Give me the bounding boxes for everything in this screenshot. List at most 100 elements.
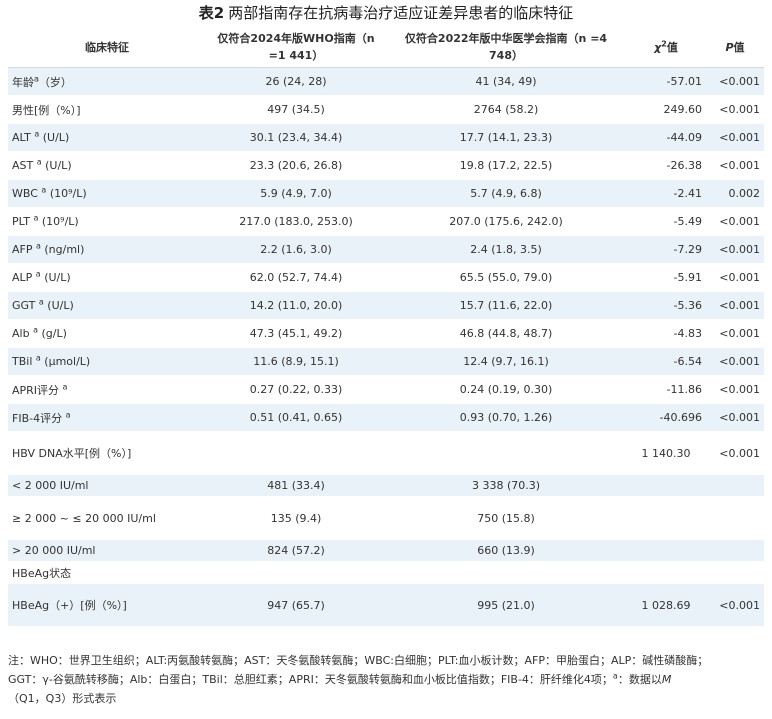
cma-value: 660 (13.9) <box>386 539 626 562</box>
who-value: 0.27 (0.22, 0.33) <box>206 375 386 404</box>
cma-value <box>386 431 626 475</box>
chi-square-value: 249.60 <box>626 95 706 124</box>
cma-value: 3 338 (70.3) <box>386 474 626 497</box>
who-value: 30.1 (23.4, 34.4) <box>206 123 386 152</box>
row-label: PLT a (10⁹/L) <box>8 207 206 236</box>
chi-square-value: -7.29 <box>626 235 706 264</box>
chi-square-value: -6.54 <box>626 347 706 376</box>
p-value: <0.001 <box>706 95 764 124</box>
row-label: ALP a (U/L) <box>8 263 206 292</box>
cma-value <box>386 561 626 584</box>
table-title: 表2 两部指南存在抗病毒治疗适应证差异患者的临床特征 <box>0 2 772 24</box>
clinical-characteristics-table: 临床特征 仅符合2024年版WHO指南（n =1 441） 仅符合2022年版中… <box>8 27 764 627</box>
table-row: HBeAg（+）[例（%）] 947 (65.7) 995 (21.0) 1 028.… <box>8 583 764 627</box>
chi-square-value <box>626 474 706 497</box>
p-value: <0.001 <box>706 67 764 96</box>
row-label: < 2 000 IU/ml <box>8 474 206 497</box>
who-value: 5.9 (4.9, 7.0) <box>206 179 386 208</box>
table-row: 年龄a（岁） 26 (24, 28) 41 (34, 49) -57.01 <0.001 <box>8 67 764 96</box>
chi-square-value: 1 028.69 <box>626 583 706 627</box>
table-footnote: 注：WHO：世界卫生组织；ALT:丙氨酸转氨酶；AST：天冬氨酸转氨酶；WBC:… <box>8 651 764 708</box>
who-value: 11.6 (8.9, 15.1) <box>206 347 386 376</box>
table-row: ≥ 2 000 ~ ≤ 20 000 IU/ml 135 (9.4) 750 (15… <box>8 496 764 540</box>
footnote-line-1: 注：WHO：世界卫生组织；ALT:丙氨酸转氨酶；AST：天冬氨酸转氨酶；WBC:… <box>8 654 709 667</box>
p-value: <0.001 <box>706 291 764 320</box>
p-value: <0.001 <box>706 403 764 432</box>
row-label: AFP a (ng/ml) <box>8 235 206 264</box>
chi-square-value: -5.36 <box>626 291 706 320</box>
p-value <box>706 474 764 497</box>
row-label: ALT a (U/L) <box>8 123 206 152</box>
row-label: AST a (U/L) <box>8 151 206 180</box>
cma-value: 5.7 (4.9, 6.8) <box>386 179 626 208</box>
who-value: 135 (9.4) <box>206 496 386 540</box>
cma-value: 19.8 (17.2, 22.5) <box>386 151 626 180</box>
table-row: HBV DNA水平[例（%）] 1 140.30 <0.001 <box>8 431 764 475</box>
chi-square-value: -26.38 <box>626 151 706 180</box>
chi-square-value <box>626 561 706 584</box>
who-value: 497 (34.5) <box>206 95 386 124</box>
p-value <box>706 496 764 540</box>
who-value: 26 (24, 28) <box>206 67 386 96</box>
cma-value: 2.4 (1.8, 3.5) <box>386 235 626 264</box>
chi-square-value: 1 140.30 <box>626 431 706 475</box>
p-value: <0.001 <box>706 263 764 292</box>
footnote-line-3: （Q1，Q3）形式表示 <box>8 692 117 705</box>
cma-value: 65.5 (55.0, 79.0) <box>386 263 626 292</box>
row-label: HBeAg（+）[例（%）] <box>8 583 206 627</box>
table-number: 表2 <box>198 4 225 22</box>
row-label: FIB-4评分 a <box>8 403 206 432</box>
header-p-value: P值 <box>706 27 764 68</box>
cma-value: 17.7 (14.1, 23.3) <box>386 123 626 152</box>
header-cma-group: 仅符合2022年版中华医学会指南（n =4 748） <box>386 27 626 68</box>
p-value: <0.001 <box>706 375 764 404</box>
row-label: APRI评分 a <box>8 375 206 404</box>
row-label: TBil a (μmol/L) <box>8 347 206 376</box>
p-value: <0.001 <box>706 235 764 264</box>
chi-square-value: -2.41 <box>626 179 706 208</box>
row-label: GGT a (U/L) <box>8 291 206 320</box>
row-label: WBC a (10⁹/L) <box>8 179 206 208</box>
who-value <box>206 431 386 475</box>
table-row: FIB-4评分 a 0.51 (0.41, 0.65) 0.93 (0.70, 1.… <box>8 403 764 432</box>
table-row: PLT a (10⁹/L) 217.0 (183.0, 253.0) 207.0 (… <box>8 207 764 236</box>
cma-value: 15.7 (11.6, 22.0) <box>386 291 626 320</box>
cma-value: 0.93 (0.70, 1.26) <box>386 403 626 432</box>
cma-value: 995 (21.0) <box>386 583 626 627</box>
table-row: ALT a (U/L) 30.1 (23.4, 34.4) 17.7 (14.1, … <box>8 123 764 152</box>
header-clinical-feature: 临床特征 <box>8 27 206 68</box>
who-value: 947 (65.7) <box>206 583 386 627</box>
cma-value: 2764 (58.2) <box>386 95 626 124</box>
table-row: HBeAg状态 <box>8 561 764 584</box>
table-row: Alb a (g/L) 47.3 (45.1, 49.2) 46.8 (44.8, … <box>8 319 764 348</box>
row-label: 男性[例（%）] <box>8 95 206 124</box>
p-value: <0.001 <box>706 583 764 627</box>
cma-value: 41 (34, 49) <box>386 67 626 96</box>
chi-square-value: -5.91 <box>626 263 706 292</box>
who-value: 217.0 (183.0, 253.0) <box>206 207 386 236</box>
who-value: 23.3 (20.6, 26.8) <box>206 151 386 180</box>
table-row: > 20 000 IU/ml 824 (57.2) 660 (13.9) <box>8 539 764 562</box>
cma-value: 46.8 (44.8, 48.7) <box>386 319 626 348</box>
table-row: 男性[例（%）] 497 (34.5) 2764 (58.2) 249.60 <0.00… <box>8 95 764 124</box>
table-row: APRI评分 a 0.27 (0.22, 0.33) 0.24 (0.19, 0.3… <box>8 375 764 404</box>
p-value: <0.001 <box>706 151 764 180</box>
table-row: TBil a (μmol/L) 11.6 (8.9, 15.1) 12.4 (9.7… <box>8 347 764 376</box>
who-value: 0.51 (0.41, 0.65) <box>206 403 386 432</box>
who-value: 14.2 (11.0, 20.0) <box>206 291 386 320</box>
p-value: <0.001 <box>706 207 764 236</box>
table-row: AST a (U/L) 23.3 (20.6, 26.8) 19.8 (17.2, … <box>8 151 764 180</box>
chi-square-value <box>626 496 706 540</box>
table-row: GGT a (U/L) 14.2 (11.0, 20.0) 15.7 (11.6, … <box>8 291 764 320</box>
row-label: Alb a (g/L) <box>8 319 206 348</box>
p-value: <0.001 <box>706 319 764 348</box>
row-label: ≥ 2 000 ~ ≤ 20 000 IU/ml <box>8 496 206 540</box>
chi-square-value: -40.696 <box>626 403 706 432</box>
table-row: AFP a (ng/ml) 2.2 (1.6, 3.0) 2.4 (1.8, 3.5… <box>8 235 764 264</box>
header-who-group: 仅符合2024年版WHO指南（n =1 441） <box>206 27 386 68</box>
who-value: 47.3 (45.1, 49.2) <box>206 319 386 348</box>
table-row: ALP a (U/L) 62.0 (52.7, 74.4) 65.5 (55.0, … <box>8 263 764 292</box>
table-row: WBC a (10⁹/L) 5.9 (4.9, 7.0) 5.7 (4.9, 6.8… <box>8 179 764 208</box>
table-caption: 两部指南存在抗病毒治疗适应证差异患者的临床特征 <box>228 4 574 22</box>
row-label: 年龄a（岁） <box>8 67 206 96</box>
